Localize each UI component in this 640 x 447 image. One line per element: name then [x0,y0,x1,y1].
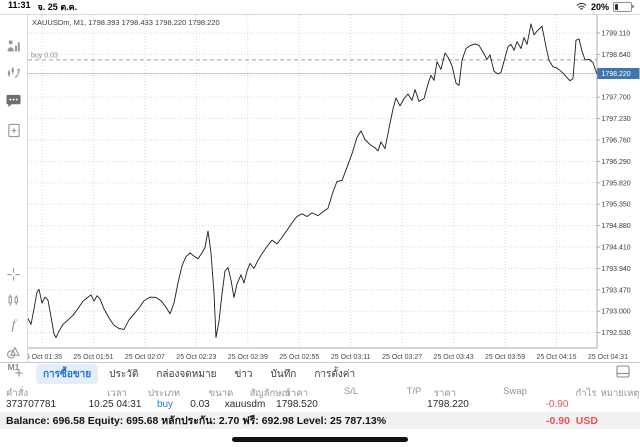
position-cell-4: xauusdm [224,399,266,410]
status-bar: 11:31 จ. 25 ต.ค. 20% [0,0,640,14]
chart-icon[interactable] [0,63,27,81]
timeframe-label: M1 [7,362,20,372]
position-cell-2: buy [156,399,174,410]
tab-settings[interactable]: การตั้งค่า [314,368,356,380]
y-tick-label: 1799.110 [602,31,631,38]
x-tick-label: 25 Oct 03:11 [331,354,371,361]
objects-icon[interactable] [0,343,27,361]
quotes-icon[interactable] [0,37,27,55]
bottom-panel: + การซื้อขาย ประวัติ กล่องจดหมาย ข่าว บันทึก… [0,362,640,447]
date: จ. 25 ต.ค. [37,2,78,12]
y-tick-label: 1793.470 [602,287,631,294]
account-summary: Balance: 696.58 Equity: 695.68 หลักประกั… [0,412,640,429]
clock: 11:31 [8,0,31,10]
crosshair-icon[interactable] [0,265,27,283]
tab-bar: + การซื้อขาย ประวัติ กล่องจดหมาย ข่าว บันทึก… [0,363,640,385]
column-header-1: เวลา [107,388,127,399]
battery-icon [613,2,634,12]
x-tick-label: 25 Oct 02:55 [279,354,319,361]
x-tick-label: 25 Oct 03:27 [382,354,422,361]
x-tick-label: 25 Oct 04:15 [536,354,576,361]
balance-line: Balance: 696.58 Equity: 695.68 หลักประกั… [6,415,387,427]
y-tick-label: 1796.290 [602,159,631,166]
current-price-badge [597,68,640,80]
x-tick-label: 25 Oct 01:35 [28,354,62,361]
y-tick-label: 1795.820 [602,180,631,187]
column-header-9: Swap [503,386,527,397]
column-header-4: สัญลักษณ์ [249,388,291,399]
column-header-10: กำไร [575,388,597,399]
tab-news[interactable]: ข่าว [234,368,253,380]
price-chart[interactable]: buy 0.03 1799.110 1798.640 1797.700 1797.230… [22,14,640,362]
column-header-8: ราคา [433,388,457,399]
y-tick-label: 1797.230 [602,116,631,123]
home-indicator[interactable] [232,437,408,442]
x-tick-label: 25 Oct 03:43 [434,354,474,361]
y-tick-label: 1794.410 [602,245,631,252]
column-header-6: S/L [343,386,359,397]
tab-history[interactable]: ประวัติ [109,368,139,380]
chart-canvas: buy 0.03 1799.110 1798.640 1797.700 1797.230… [22,15,640,361]
x-tick-label: 25 Oct 03:59 [485,354,525,361]
add-icon[interactable]: + [14,365,24,382]
y-tick-label: 1797.700 [602,95,631,102]
wifi-icon [576,2,587,13]
column-header-3: ขนาด [208,388,234,399]
battery-percent: 20% [590,2,609,12]
y-tick-label: 1795.350 [602,202,631,209]
chat-icon[interactable] [0,91,27,109]
chart-info-line: XAUUSDm, M1, 1798.393 1798.433 1798.220 … [32,18,220,27]
y-tick-label: 1796.760 [602,138,631,145]
new-chart-icon[interactable] [0,121,27,139]
positions-table-header: คำสั่ง เวลา ประเภท ขนาด สัญลักษณ์ ราคา S/L T/P ร… [0,385,640,399]
price-line [27,23,598,339]
position-row[interactable]: 373707781 10.25 04:31 buy 0.03 xauusdm 1798.5… [0,398,640,413]
column-header-5: ราคา [285,388,309,399]
floating-profit: -0.90 USD [546,414,598,427]
position-cell-3: 0.03 [190,399,210,410]
candles-icon[interactable] [0,291,27,309]
column-header-7: T/P [406,386,422,397]
tab-mailbox[interactable]: กล่องจดหมาย [156,368,217,380]
left-toolbar: f M1 [0,14,28,372]
tab-journal[interactable]: บันทึก [270,368,297,380]
y-tick-label: 1792.530 [602,330,631,337]
panel-toggle-icon[interactable] [616,365,630,383]
y-tick-label: 1793.940 [602,266,631,273]
position-cell-0: 373707781 [6,399,57,410]
y-tick-label: 1793.000 [602,309,631,316]
column-header-2: ประเภท [147,388,181,399]
position-cell-5: 1798.520 [276,399,318,410]
column-header-0: คำสั่ง [6,388,29,399]
column-header-11: หมายเหตุ [600,388,640,399]
buy-position-label: buy 0.03 [31,52,58,59]
current-price-badge-label: 1798.220 [602,71,631,78]
y-tick-label: 1798.640 [602,52,631,59]
y-tick-label: 1794.880 [602,223,631,230]
x-tick-label: 25 Oct 02:07 [125,354,165,361]
x-tick-label: 25 Oct 01:51 [73,354,113,361]
x-tick-label: 25 Oct 02:39 [228,354,268,361]
x-tick-label: 25 Oct 02:23 [176,354,216,361]
tab-trade[interactable]: การซื้อขาย [36,364,99,384]
position-cell-1: 10.25 04:31 [88,399,142,410]
position-cell-8: 1798.220 [427,399,469,410]
position-cell-10: -0.90 [545,399,569,410]
indicator-icon[interactable]: f [11,318,16,333]
x-tick-label: 25 Oct 04:31 [588,354,628,361]
